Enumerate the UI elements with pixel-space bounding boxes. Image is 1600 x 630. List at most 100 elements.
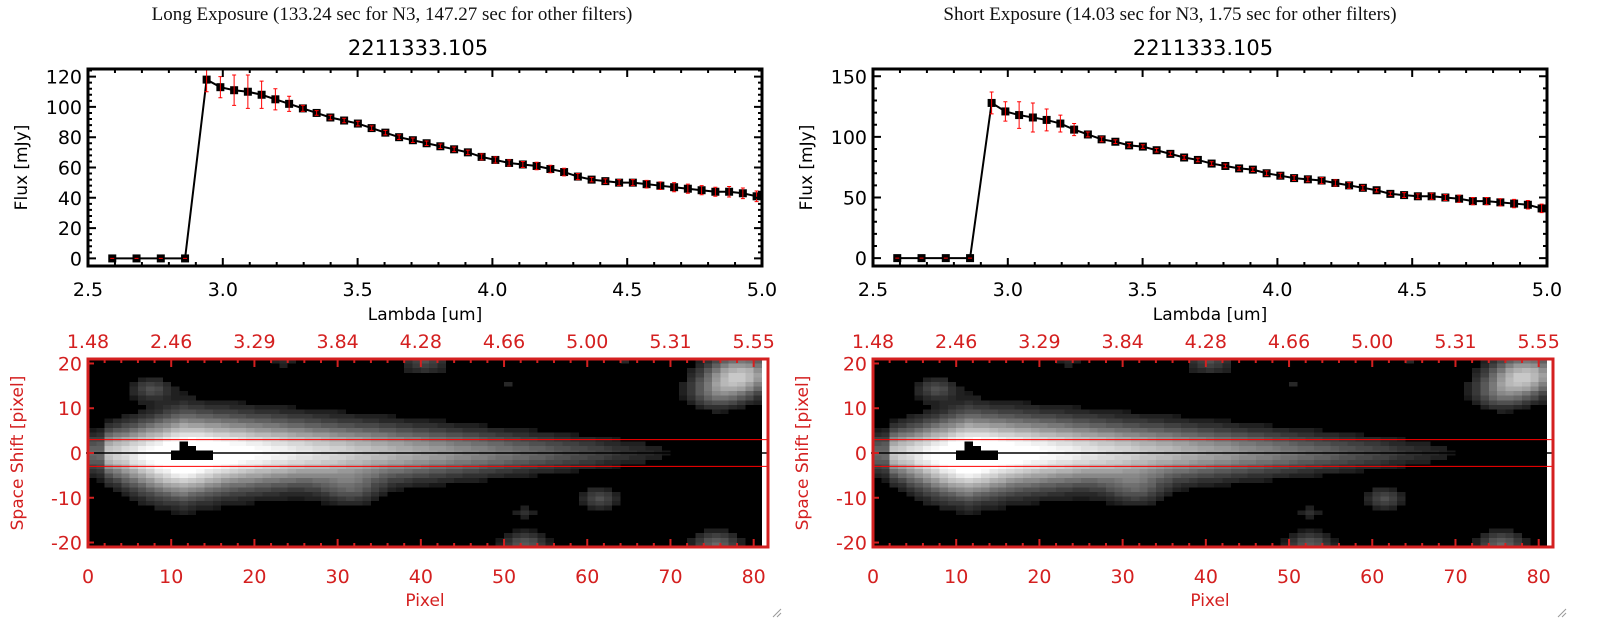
error-bar [232,74,237,106]
error-bar [1044,108,1049,132]
top-wavelength-tick-label: 2.46 [935,331,977,353]
x-tick-label: 4.5 [612,279,642,301]
error-bar [1003,101,1008,122]
error-bar [1168,151,1173,157]
y-tick-label: 120 [46,67,82,89]
x-tick-label: 40 [1194,566,1218,588]
x-tick-label: 70 [1443,566,1467,588]
error-bar [1333,179,1338,187]
error-bar [342,117,347,124]
top-wavelength-tick-label: 3.29 [1018,331,1060,353]
error-bar [1195,157,1200,163]
top-wavelength-tick-label: 1.48 [852,331,894,353]
error-bar [479,153,484,161]
x-tick-label: 30 [326,566,350,588]
y-tick-label: -20 [51,533,82,555]
error-bar [1127,143,1132,148]
object-id-title-right: 2211333.105 [1132,36,1274,60]
y-tick-label: 10 [58,398,82,420]
top-wavelength-tick-label: 4.66 [1268,331,1310,353]
x-tick-label: 3.5 [1127,279,1157,301]
top-wavelength-tick-label: 5.00 [1351,331,1393,353]
plot-frame [86,67,764,268]
y-tick-label: 40 [58,188,82,210]
top-wavelength-tick-label: 5.31 [1434,331,1476,353]
error-bar [1154,147,1159,153]
resize-grip-icon[interactable] [1555,606,1567,618]
x-tick-label: 3.0 [208,279,238,301]
x-tick-label: 2.5 [73,279,103,301]
error-bar [740,187,745,200]
error-bar [1319,177,1324,185]
error-bar [658,181,663,190]
x-axis-label: Lambda [um] [368,305,482,325]
long-exposure-title: Long Exposure (133.24 sec for N3, 147.27… [151,4,633,25]
error-bar [562,167,567,177]
error-bar [520,160,525,168]
top-wavelength-tick-label: 4.28 [1185,331,1227,353]
error-bar [1539,203,1544,214]
y-tick-label: 20 [843,353,867,375]
y-tick-label: 20 [58,218,82,240]
x-tick-label: 5.0 [1532,279,1562,301]
x-tick-label: 4.0 [1262,279,1292,301]
error-bar [1429,192,1434,200]
error-bar [1058,114,1063,133]
error-bar [438,143,443,150]
error-bar [1402,192,1407,199]
top-wavelength-tick-label: 3.29 [233,331,275,353]
error-bar [1292,175,1297,182]
error-bar [699,185,704,196]
error-bar [685,183,690,194]
x-axis-label: Pixel [1190,591,1229,611]
error-bar [1085,131,1090,138]
x-axis-label: Lambda [um] [1153,305,1267,325]
error-bar [383,129,388,136]
y-tick-label: 100 [831,127,867,149]
error-bar [1305,176,1310,183]
error-bar [1498,198,1503,207]
error-bar [465,149,470,156]
error-bar [1237,166,1242,171]
error-bar [314,110,319,116]
error-bar [672,182,677,193]
top-wavelength-tick-label: 3.84 [1101,331,1143,353]
x-tick-label: 10 [159,566,183,588]
resize-grip-icon[interactable] [770,606,782,618]
y-tick-label: -10 [836,488,867,510]
x-tick-label: 60 [575,566,599,588]
x-tick-label: 50 [492,566,516,588]
error-bar [727,185,732,198]
error-bar [245,74,250,109]
error-bar [575,173,580,181]
error-bar [534,161,539,171]
error-bar [507,159,512,167]
y-tick-label: 20 [58,353,82,375]
flux-series-line [112,78,757,260]
spectral-image-axes: 0 10 20 30 40 50 60 70 80 1.48 2.46 3.29 3.84 4.28 4.6… [8,331,775,611]
y-tick-label: 0 [855,443,867,465]
error-bar [1140,144,1145,149]
error-bar [589,176,594,183]
error-bar [1250,167,1255,172]
x-tick-label: 0 [867,566,879,588]
plot-frame [871,67,1549,268]
short-exposure-title: Short Exposure (14.03 sec for N3, 1.75 s… [943,4,1397,25]
top-wavelength-tick-label: 4.66 [483,331,525,353]
x-tick-label: 10 [944,566,968,588]
error-bar [410,137,415,143]
top-wavelength-tick-label: 5.55 [733,331,775,353]
error-bar [1512,198,1517,209]
error-bar [1072,123,1077,137]
x-axis-label: Pixel [405,591,444,611]
y-axis-label: Flux [mJy] [797,125,817,211]
flux-plot: 2.5 3.0 3.5 4.0 4.5 5.0 0 20 40 60 80 100 120 Lambda … [12,67,777,325]
y-tick-label: 60 [58,158,82,180]
object-id-title-left: 2211333.105 [347,36,489,60]
flux-series-line [897,101,1542,260]
spectral-image-axes: 0 10 20 30 40 50 60 70 80 1.48 2.46 3.29 3.84 4.28 4.6… [793,331,1560,611]
y-tick-label: 0 [70,443,82,465]
error-bar [1223,163,1228,169]
error-bar [355,120,360,127]
error-bar [754,190,759,203]
